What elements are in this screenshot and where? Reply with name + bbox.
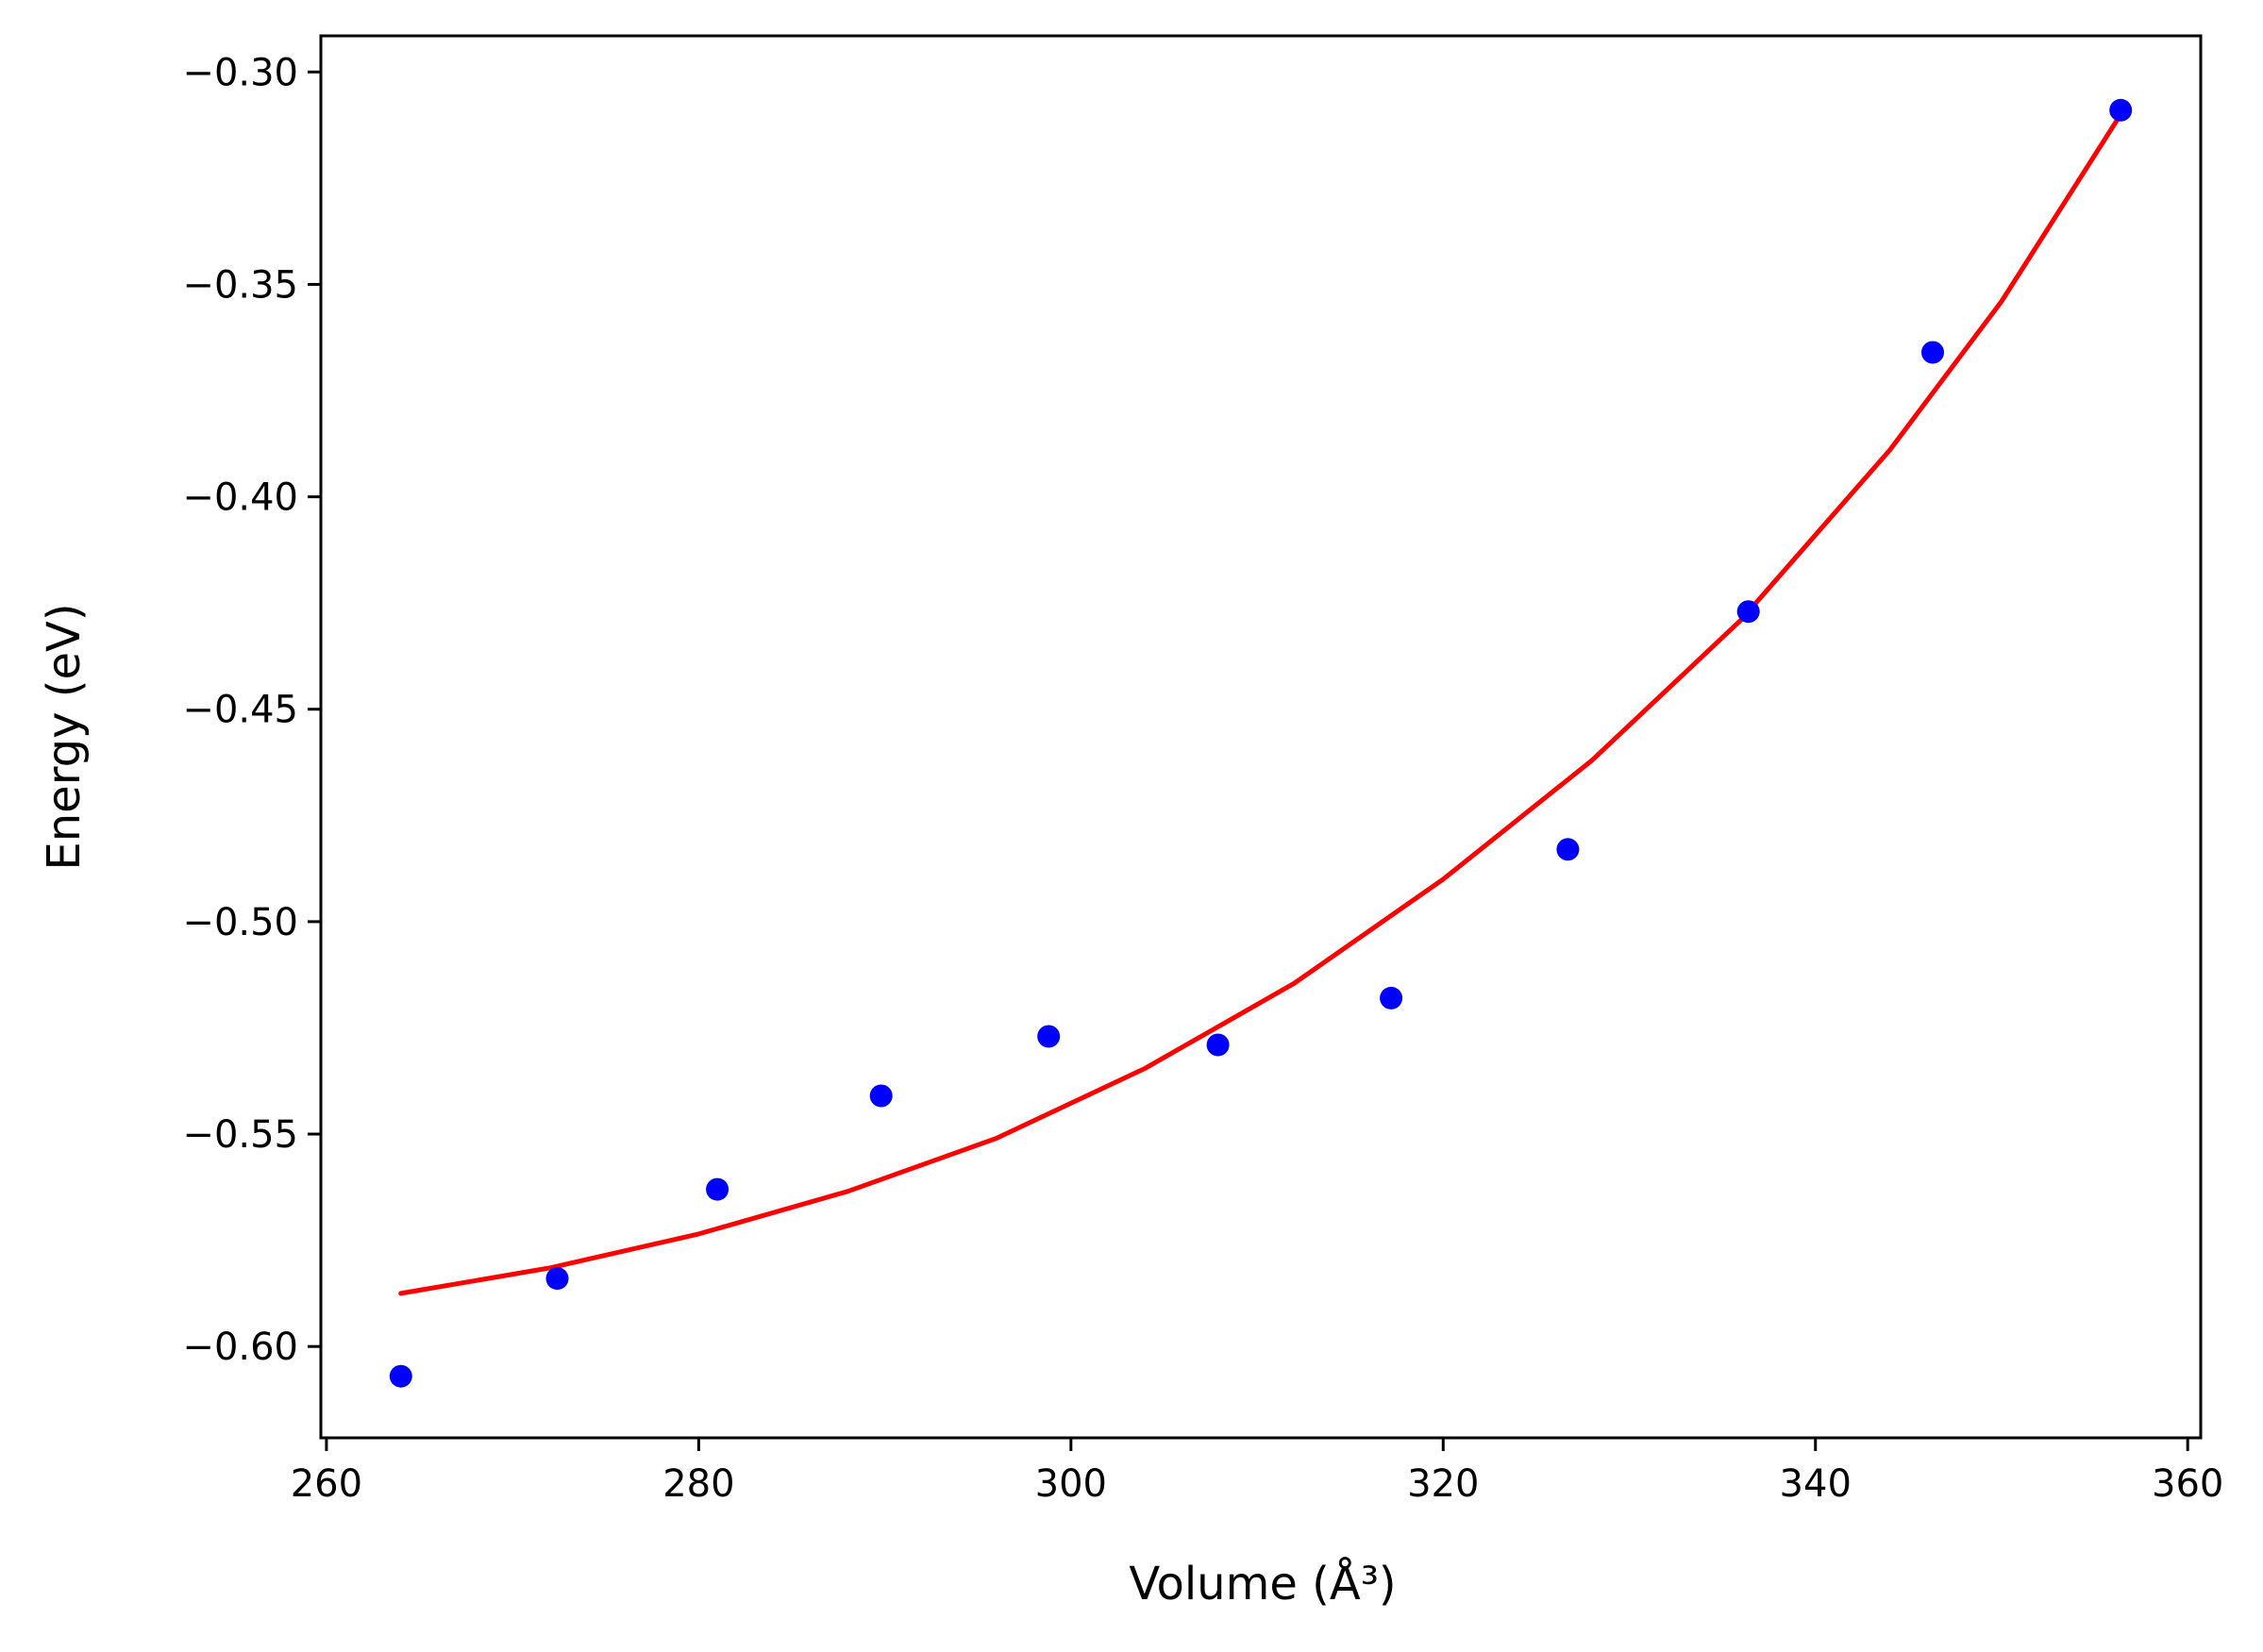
plot-frame — [319, 34, 2203, 1440]
x-axis-label: Volume (Å³) — [1129, 1557, 1396, 1610]
y-tick-label: −0.50 — [182, 901, 298, 944]
data-point — [1921, 341, 1944, 364]
x-tick-label: 280 — [662, 1462, 734, 1506]
y-tick-label: −0.45 — [182, 689, 298, 732]
data-point — [545, 1267, 569, 1291]
data-point — [1206, 1033, 1230, 1057]
data-point — [2109, 98, 2133, 122]
x-tick-label: 340 — [1780, 1462, 1852, 1506]
x-tick-label: 260 — [291, 1462, 362, 1506]
y-tick-label: −0.30 — [182, 51, 298, 94]
data-point — [869, 1084, 893, 1108]
points-layer — [389, 98, 2133, 1388]
x-axis-ticks: 260 280 300 320 340 360 — [291, 1438, 2223, 1506]
data-point — [1556, 838, 1580, 861]
x-tick-label: 320 — [1407, 1462, 1479, 1506]
y-tick-label: −0.35 — [182, 263, 298, 307]
y-tick-label: −0.40 — [182, 476, 298, 520]
data-point — [1380, 986, 1403, 1010]
data-point — [1736, 600, 1760, 624]
x-tick-label: 300 — [1035, 1462, 1107, 1506]
data-point — [706, 1177, 729, 1201]
y-tick-label: −0.55 — [182, 1113, 298, 1157]
y-axis-label: Energy (eV) — [38, 603, 91, 870]
fit-curve-layer — [398, 111, 2123, 1296]
data-point — [1037, 1025, 1061, 1048]
y-axis-ticks: −0.30 −0.35 −0.40 −0.45 −0.50 −0.55 −0.60 — [182, 51, 321, 1369]
x-tick-label: 360 — [2152, 1462, 2223, 1506]
fit-curve — [398, 111, 2123, 1296]
y-tick-label: −0.60 — [182, 1326, 298, 1369]
data-point — [389, 1364, 412, 1388]
